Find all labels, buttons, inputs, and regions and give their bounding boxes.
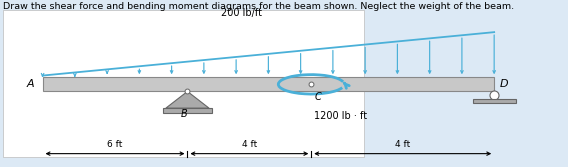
Text: D: D xyxy=(500,79,509,89)
Text: 1200 lb · ft: 1200 lb · ft xyxy=(314,112,367,121)
Text: 200 lb/ft: 200 lb/ft xyxy=(221,8,262,18)
Text: 6 ft: 6 ft xyxy=(107,140,123,149)
Text: A: A xyxy=(26,79,34,89)
Bar xyxy=(473,99,516,103)
FancyBboxPatch shape xyxy=(3,10,364,157)
Text: Draw the shear force and bending moment diagrams for the beam shown. Neglect the: Draw the shear force and bending moment … xyxy=(3,2,514,11)
Bar xyxy=(43,77,494,92)
Text: 4 ft: 4 ft xyxy=(242,140,257,149)
Bar xyxy=(163,108,212,113)
Text: 4 ft: 4 ft xyxy=(395,140,410,149)
Text: B: B xyxy=(181,109,188,119)
Polygon shape xyxy=(166,92,209,108)
Text: C: C xyxy=(314,92,321,102)
